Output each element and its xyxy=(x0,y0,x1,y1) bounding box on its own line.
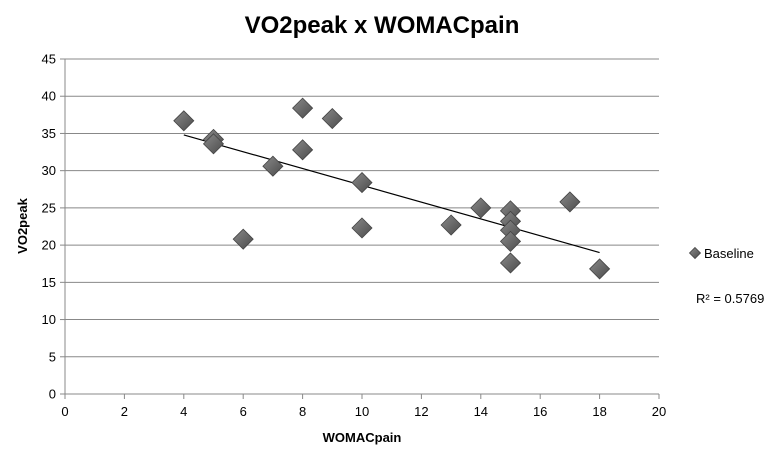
gridlines xyxy=(65,58,659,358)
data-points xyxy=(173,97,611,280)
trendline-layer xyxy=(183,134,600,254)
y-tick-label: 30 xyxy=(42,163,56,178)
data-point xyxy=(470,197,492,219)
trendline xyxy=(183,134,600,254)
x-tick-label: 10 xyxy=(355,404,369,419)
x-tick-label: 18 xyxy=(592,404,606,419)
x-tick-label: 14 xyxy=(474,404,488,419)
chart-title: VO2peak x WOMACpain xyxy=(245,12,520,39)
x-tick-label: 2 xyxy=(121,404,128,419)
x-axis-title: WOMACpain xyxy=(323,430,402,445)
legend: Baseline xyxy=(688,246,754,261)
axes xyxy=(60,58,660,399)
legend-label: Baseline xyxy=(704,246,754,261)
y-tick-label: 35 xyxy=(42,126,56,141)
data-point xyxy=(351,217,373,239)
y-tick-labels: 0 5 10 15 20 25 30 35 40 45 xyxy=(42,52,56,402)
y-tick-label: 5 xyxy=(49,349,56,364)
x-tick-label: 12 xyxy=(414,404,428,419)
y-tick-label: 25 xyxy=(42,200,56,215)
y-tick-label: 15 xyxy=(42,275,56,290)
data-point xyxy=(589,258,611,280)
data-point xyxy=(559,191,581,213)
data-point xyxy=(173,110,195,132)
y-tick-label: 40 xyxy=(42,89,56,104)
y-tick-label: 20 xyxy=(42,238,56,253)
data-point xyxy=(202,133,225,155)
data-point xyxy=(499,230,522,252)
data-point xyxy=(292,139,314,161)
data-point xyxy=(262,155,284,177)
data-point xyxy=(292,97,314,119)
y-tick-label: 45 xyxy=(42,52,56,67)
legend-marker xyxy=(688,246,702,260)
data-point xyxy=(499,252,522,274)
x-tick-label: 0 xyxy=(61,404,68,419)
x-tick-label: 6 xyxy=(240,404,247,419)
x-tick-label: 8 xyxy=(299,404,306,419)
data-point xyxy=(351,172,373,194)
y-tick-label: 0 xyxy=(49,387,56,402)
r-squared-label: R² = 0.5769 xyxy=(696,291,764,306)
x-tick-labels: 0 2 4 6 8 10 12 14 16 18 20 xyxy=(61,404,666,419)
x-tick-label: 20 xyxy=(652,404,666,419)
x-tick-label: 4 xyxy=(180,404,187,419)
y-tick-label: 10 xyxy=(42,312,56,327)
x-tick-label: 16 xyxy=(533,404,547,419)
data-point xyxy=(440,214,462,236)
data-point xyxy=(321,107,343,130)
data-point xyxy=(232,228,254,250)
y-axis-title: VO2peak xyxy=(15,197,30,253)
